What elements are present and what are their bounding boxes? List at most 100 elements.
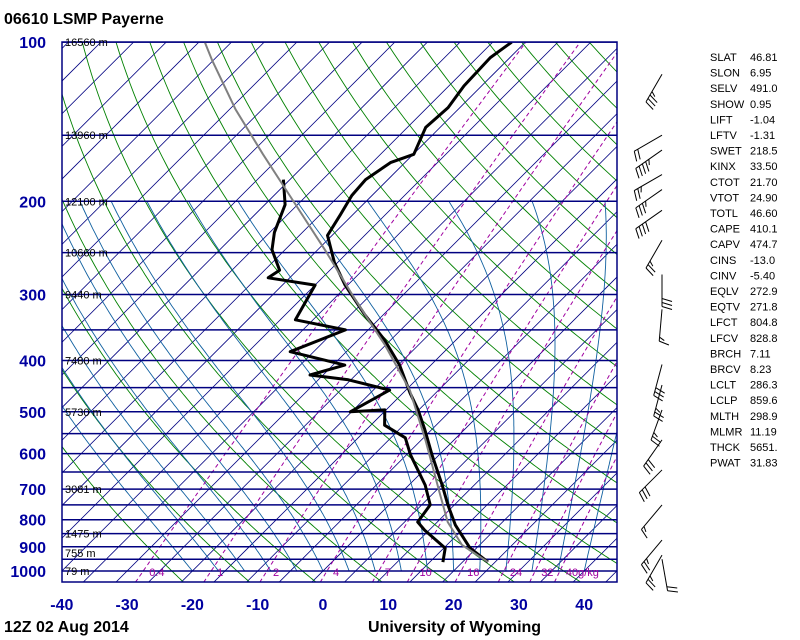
mixing-ratio-line: [135, 42, 527, 582]
height-label: 755 m: [65, 548, 96, 560]
wind-barb-feather: [643, 561, 651, 571]
wind-barb: [643, 439, 663, 475]
mixing-ratio-line: [259, 51, 617, 582]
wind-barb-staff: [635, 209, 663, 230]
isotherm-line: [442, 407, 617, 582]
wind-barb-staff: [634, 174, 663, 191]
wind-barb: [641, 504, 663, 539]
dry-adiabat-line: [115, 42, 582, 582]
dry-adiabat-line: [149, 42, 617, 565]
index-value: 828.8: [750, 333, 778, 345]
moist-adiabat-line: [531, 201, 556, 572]
index-name: CAPE: [710, 224, 740, 236]
index-value: 5651.: [750, 442, 778, 454]
pressure-tick-label: 200: [19, 194, 46, 211]
wind-barb-feather: [641, 163, 647, 174]
index-value: 7.11: [750, 348, 771, 360]
wind-barb-feather: [638, 226, 643, 237]
index-value: -13.0: [750, 255, 775, 267]
wind-barb: [645, 240, 663, 276]
isotherm-line: [278, 243, 617, 582]
dry-adiabat-line: [284, 42, 617, 406]
index-name: LFCV: [710, 333, 739, 345]
index-value: 0.95: [750, 99, 771, 111]
wind-barb-feather: [661, 301, 673, 306]
index-value: 31.83: [750, 458, 778, 470]
index-name: LFTV: [710, 130, 738, 142]
wind-barb-feather: [638, 492, 645, 502]
index-name: LFCT: [710, 317, 738, 329]
index-name: SLAT: [710, 52, 737, 64]
mixing-ratio-label: 2: [273, 567, 279, 579]
wind-barb: [645, 554, 663, 591]
wind-barb-staff: [639, 469, 663, 493]
dry-adiabat-line: [62, 198, 383, 582]
wind-barb-feather: [655, 407, 661, 413]
index-value: 859.6: [750, 395, 778, 407]
height-label: 16560 m: [65, 37, 108, 49]
wind-barb-feather: [635, 207, 640, 218]
pressure-tick-label: 700: [19, 482, 46, 499]
wind-barb-staff: [634, 134, 663, 152]
wind-barb-staff: [641, 504, 663, 530]
index-value: 21.70: [750, 177, 778, 189]
index-name: KINX: [710, 161, 736, 173]
wind-barb-feather: [638, 165, 643, 177]
index-value: -1.31: [750, 130, 775, 142]
index-name: MLTH: [710, 411, 739, 423]
wind-barb-feather: [649, 94, 658, 103]
wind-barbs: [633, 73, 678, 593]
pressure-tick-label: 400: [19, 354, 46, 371]
parcel-profile-line: [203, 42, 489, 563]
wind-barb-staff: [641, 539, 663, 565]
height-label: 12100 m: [65, 196, 108, 208]
height-label: 13960 m: [65, 130, 108, 142]
temperature-tick-label: 30: [510, 597, 528, 614]
wind-barb-feather: [633, 190, 638, 201]
mixing-ratio-label: 32: [541, 567, 553, 579]
wind-barb-feather: [646, 558, 649, 565]
index-value: 298.9: [750, 411, 778, 423]
wind-barb: [635, 149, 663, 179]
index-value: 474.7: [750, 239, 778, 251]
isotherm-line: [62, 42, 494, 474]
index-name: PWAT: [710, 458, 741, 470]
wind-barb-feather: [645, 462, 653, 472]
wind-barb-feather: [637, 188, 641, 199]
moist-adiabat-line: [448, 201, 515, 572]
isotherm-line: [62, 42, 363, 343]
isotherm-line: [474, 439, 617, 582]
isotherm-line: [62, 42, 167, 147]
wind-barb-staff: [653, 364, 663, 396]
mixing-ratio-label: 16: [467, 567, 479, 579]
wind-barb-feather: [641, 529, 648, 539]
index-value: 46.81: [750, 52, 778, 64]
mixing-ratio-line: [406, 229, 617, 582]
wind-barb-feather: [645, 582, 654, 591]
isotherm-line: [62, 42, 559, 539]
height-label: 7480 m: [65, 356, 102, 368]
index-name: LIFT: [710, 114, 733, 126]
isotherm-line: [344, 309, 617, 582]
index-name: LCLP: [710, 395, 738, 407]
isotherm-line: [62, 42, 102, 82]
isotherm-line: [376, 341, 617, 582]
index-value: 491.0: [750, 83, 778, 95]
wind-barb-feather: [644, 486, 651, 497]
wind-barb-feather: [659, 336, 665, 341]
index-value: 804.8: [750, 317, 778, 329]
wind-barb-feather: [645, 101, 654, 110]
isotherm-line: [62, 42, 461, 441]
temperature-tick-label: -20: [181, 597, 204, 614]
dry-adiabat-line: [318, 42, 617, 368]
index-value: 272.9: [750, 286, 778, 298]
wind-barb-staff: [645, 73, 663, 103]
wind-barb: [661, 559, 678, 593]
index-value: 218.5: [750, 146, 778, 158]
isotherm-line: [62, 42, 265, 245]
dry-adiabat-line: [62, 445, 184, 582]
index-value: -5.40: [750, 270, 775, 282]
wind-barb: [633, 134, 663, 162]
mixing-ratio-label: 24: [510, 567, 522, 579]
pressure-tick-label: 600: [19, 447, 46, 464]
